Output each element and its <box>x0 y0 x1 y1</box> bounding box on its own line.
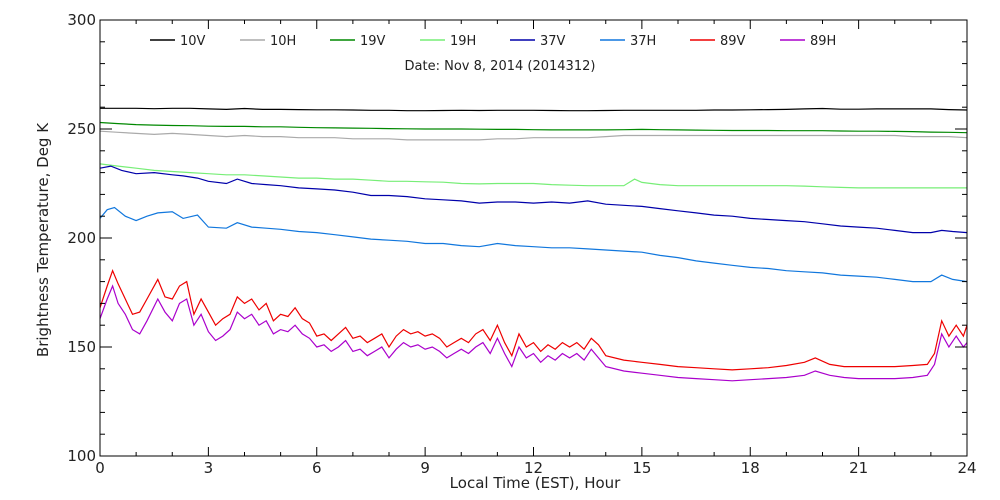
series-line-37H <box>99 206 968 283</box>
legend: 10V 10H 19V 19H 37V 37H 89V 89H <box>150 34 836 49</box>
series-lines <box>99 107 968 382</box>
legend-label-89V: 89V <box>720 34 746 49</box>
y-axis-title: Brightness Temperature, Deg K <box>34 122 52 357</box>
y-tick-label: 100 <box>67 447 96 465</box>
x-tick-label: 9 <box>420 459 430 477</box>
x-tick-label: 3 <box>204 459 214 477</box>
x-axis-title: Local Time (EST), Hour <box>450 474 621 492</box>
x-tick-label: 12 <box>524 459 543 477</box>
series-line-89H <box>99 284 968 382</box>
y-tick-label: 250 <box>67 120 96 138</box>
legend-label-10H: 10H <box>270 34 296 49</box>
series-line-19V <box>99 121 968 134</box>
series-line-37V <box>99 165 968 234</box>
x-tick-label: 24 <box>957 459 976 477</box>
x-tick-label: 21 <box>849 459 868 477</box>
x-tick-label: 18 <box>741 459 760 477</box>
y-tick-label: 300 <box>67 11 96 29</box>
series-line-89V <box>99 269 968 371</box>
y-tick-label: 150 <box>67 338 96 356</box>
series-line-10V <box>100 107 968 112</box>
y-tick-label: 200 <box>67 229 96 247</box>
legend-label-89H: 89H <box>810 34 836 49</box>
legend-label-37H: 37H <box>630 34 656 49</box>
series-line-19H <box>99 163 967 189</box>
legend-label-19V: 19V <box>360 34 386 49</box>
series-line-10H <box>99 130 968 141</box>
x-tick-label: 15 <box>632 459 651 477</box>
date-annotation: Date: Nov 8, 2014 (2014312) <box>405 59 596 74</box>
legend-label-19H: 19H <box>450 34 476 49</box>
plot-frame <box>99 19 968 457</box>
x-tick-label: 0 <box>95 459 105 477</box>
axis-ticks: 0 3 6 9 12 15 18 21 24 100 150 200 250 300 <box>67 11 976 477</box>
legend-label-37V: 37V <box>540 34 566 49</box>
legend-label-10V: 10V <box>180 34 206 49</box>
x-tick-label: 6 <box>312 459 322 477</box>
